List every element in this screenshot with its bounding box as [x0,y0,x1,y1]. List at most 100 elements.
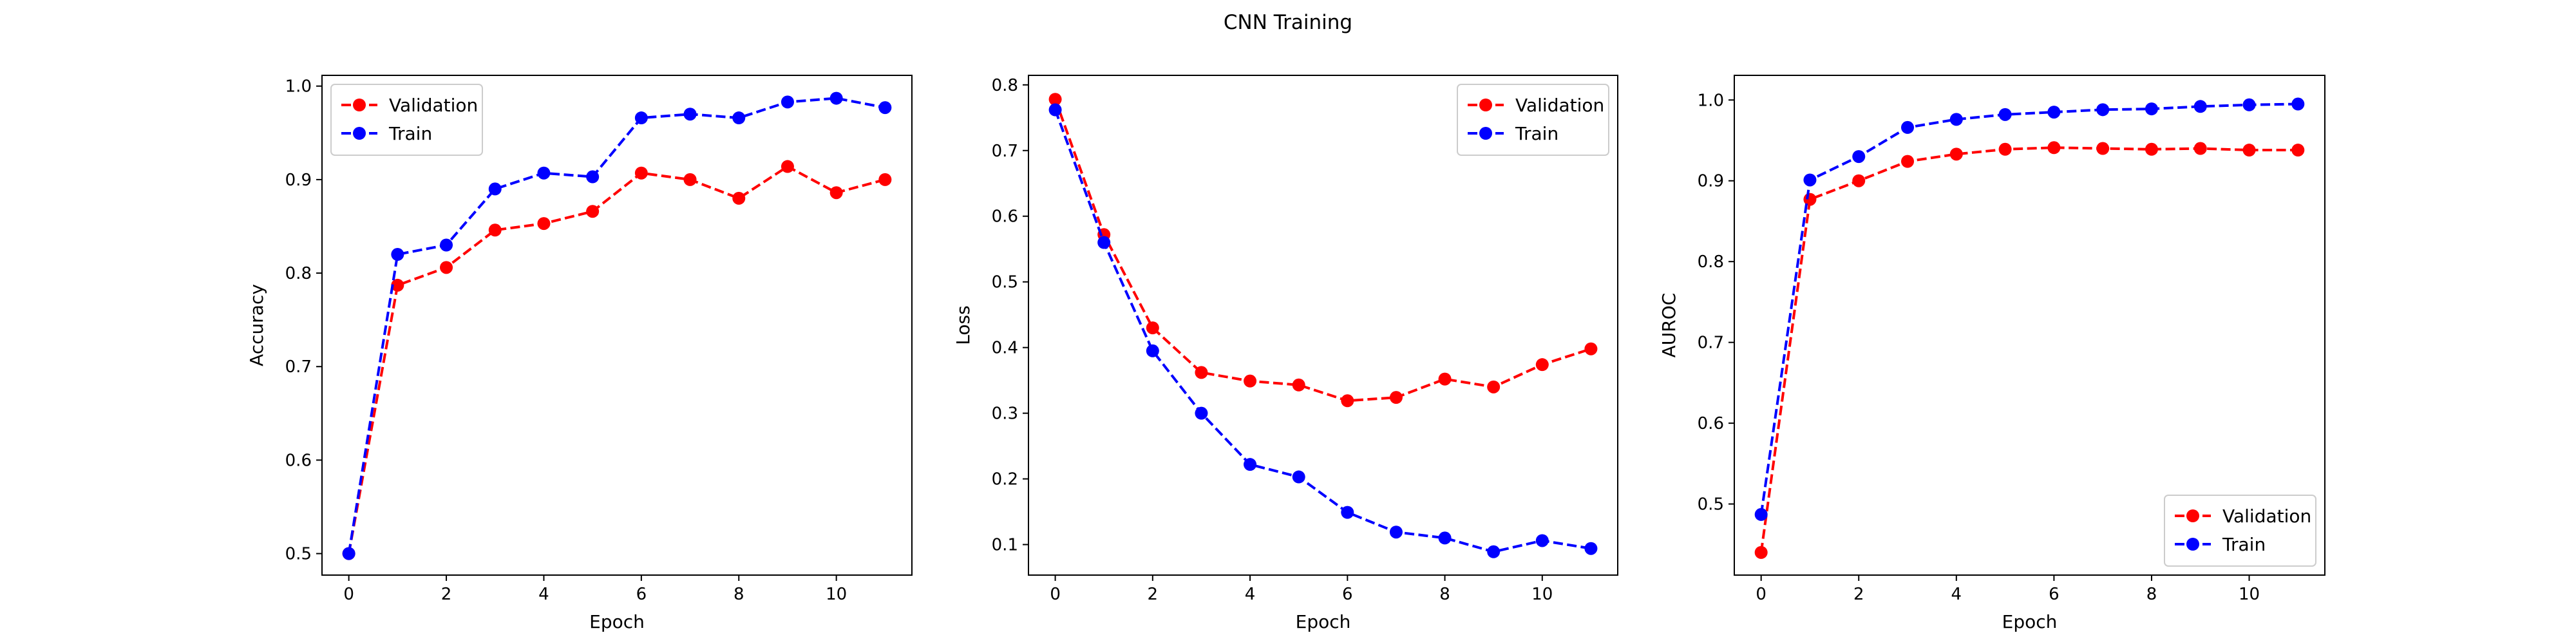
legend-box [1457,84,1609,156]
data-point [781,95,794,109]
data-point [1146,344,1159,357]
series-train [1048,103,1598,558]
data-point [1292,470,1305,484]
data-point [1244,458,1257,471]
x-tick-label: 8 [1439,585,1450,604]
x-tick-label: 6 [1342,585,1353,604]
legend-item-validation: Validation [1468,95,1604,116]
data-point [732,111,746,125]
data-point [586,205,600,218]
x-tick-label: 0 [1756,585,1766,604]
legend-item-validation: Validation [2175,506,2311,527]
data-point [683,173,697,186]
x-tick-label: 4 [1245,585,1256,604]
legend-marker [2186,509,2199,522]
legend-label: Train [2222,534,2266,555]
data-point [1535,534,1549,547]
legend-marker [353,99,366,111]
data-point [2047,141,2061,155]
legend-label: Validation [2222,506,2311,527]
x-tick-label: 8 [734,585,744,604]
plot-frame [1028,75,1618,576]
legend-item-train: Train [341,123,432,144]
data-point [488,223,502,237]
x-tick-label: 8 [2146,585,2157,604]
data-point [440,238,453,252]
data-point [1146,321,1159,335]
data-point [1584,542,1598,555]
plot-frame [321,75,913,576]
data-point [2145,142,2158,156]
data-point [1754,507,1768,521]
series-validation [1754,141,2305,559]
legend-label: Validation [1515,95,1604,116]
x-tick-label: 10 [826,585,847,604]
data-point [1438,531,1452,545]
legend: Validation Train [2164,495,2316,567]
y-tick-label: 0.5 [1698,495,1724,515]
data-point [1292,378,1305,392]
data-point [537,166,551,180]
data-point [2242,98,2256,111]
data-point [2193,142,2207,155]
data-point [1754,545,1768,559]
y-tick-label: 0.5 [992,273,1018,292]
data-point [342,547,355,560]
series-line [1759,102,2298,515]
legend-marker [353,127,366,140]
legend-item-validation: Validation [341,95,478,116]
data-point [537,217,551,231]
legend: Validation Train [330,84,483,156]
data-point [1998,108,2012,121]
data-point [1901,155,1915,168]
x-tick-label: 4 [1951,585,1962,604]
legend-label: Train [388,123,432,144]
data-point [1341,394,1354,408]
y-tick-label: 0.6 [992,207,1018,227]
y-tick-label: 1.0 [285,77,312,97]
x-tick-label: 10 [1531,585,1553,604]
x-tick-label: 2 [1148,585,1159,604]
series-validation [342,160,892,560]
data-point [1535,358,1549,372]
data-point [1195,366,1208,379]
legend-box [330,84,483,156]
x-axis-label: Epoch [2002,611,2058,632]
data-point [829,91,843,105]
series-line [1054,99,1592,402]
legend-marker [2186,538,2199,551]
chart-panel-1: 0 2 4 6 8 10 0.5 0.6 0.7 0.8 0.9 1.0 Epoch Accuracy Va… [246,75,913,632]
data-point [1901,120,1915,134]
data-point [1244,374,1257,388]
data-point [488,182,502,196]
series-line [1759,146,2298,553]
data-point [2242,144,2256,157]
data-point [2096,142,2110,155]
y-tick-label: 0.4 [992,339,1018,358]
data-point [1949,113,1963,126]
x-tick-label: 2 [1853,585,1864,604]
data-point [1852,150,1866,164]
data-point [2291,97,2305,111]
legend-label: Train [1515,123,1558,144]
y-tick-label: 0.3 [992,404,1018,424]
data-point [781,160,794,173]
data-point [1048,103,1062,117]
data-point [391,278,404,292]
data-point [391,248,404,261]
data-point [1998,142,2012,156]
x-axis-label: Epoch [589,611,645,632]
data-point [878,101,892,115]
data-point [1487,380,1501,393]
y-tick-label: 0.6 [1698,414,1724,433]
data-point [1389,391,1403,404]
figure-suptitle: CNN Training [1224,11,1352,34]
data-point [634,166,648,180]
data-point [683,108,697,121]
data-point [1852,174,1866,187]
y-tick-label: 0.8 [285,264,312,283]
y-axis-label: AUROC [1658,293,1680,358]
data-point [1048,93,1062,106]
y-axis-label: Accuracy [246,284,267,366]
